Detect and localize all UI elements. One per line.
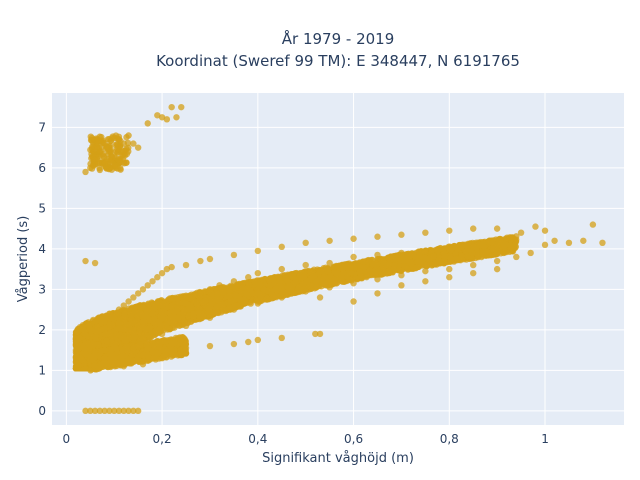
data-point — [510, 243, 517, 250]
data-point — [131, 308, 138, 315]
data-point — [324, 267, 331, 274]
data-point — [463, 242, 470, 249]
data-point — [441, 253, 448, 260]
data-point — [508, 234, 516, 241]
data-point — [441, 245, 448, 252]
data-point — [331, 264, 338, 271]
data-point — [282, 274, 290, 281]
data-point — [357, 272, 364, 280]
data-point — [259, 276, 266, 283]
data-point — [474, 254, 482, 261]
data-point — [458, 252, 465, 260]
data-point — [74, 328, 81, 336]
data-point — [115, 319, 122, 327]
data-point — [213, 309, 221, 316]
data-point — [395, 266, 403, 274]
plot-area — [52, 93, 624, 425]
data-point — [103, 337, 110, 345]
data-point — [502, 241, 509, 248]
data-point — [227, 297, 235, 305]
data-point — [169, 294, 176, 302]
data-point — [435, 254, 442, 261]
data-point — [213, 303, 221, 310]
data-point — [131, 334, 138, 341]
data-point — [234, 284, 241, 291]
data-point — [447, 255, 454, 262]
data-point — [457, 244, 465, 251]
data-points — [72, 103, 606, 415]
data-point — [351, 264, 358, 271]
data-point — [317, 268, 324, 275]
data-point — [176, 322, 183, 329]
data-point — [123, 320, 130, 328]
data-point — [489, 246, 497, 253]
